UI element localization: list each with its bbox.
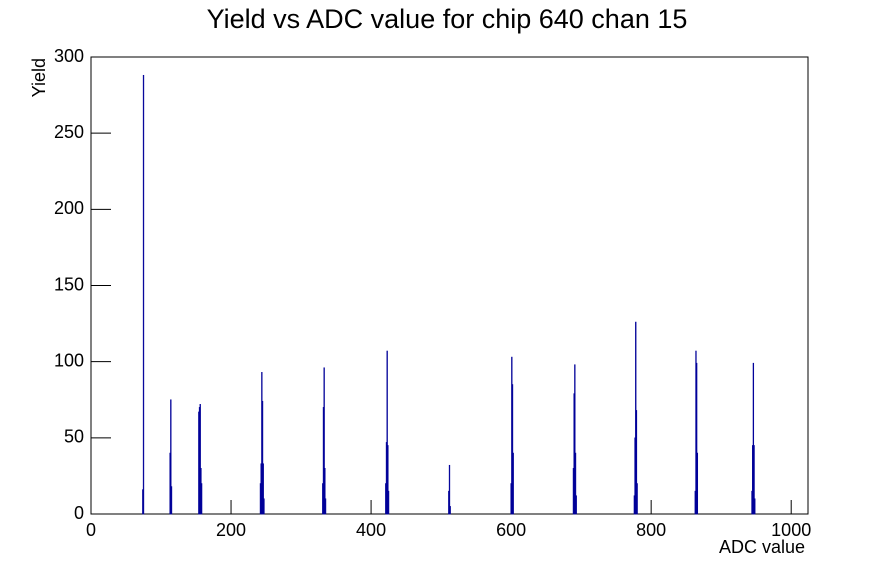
bar [696, 452, 699, 515]
x-tick-label: 600 [496, 520, 526, 540]
bar [449, 506, 451, 515]
y-tick-label: 150 [54, 274, 84, 294]
bar [635, 410, 638, 515]
bar [199, 404, 201, 515]
x-tick-label: 1000 [771, 520, 811, 540]
bar [574, 452, 577, 515]
bar [324, 498, 327, 515]
bar [200, 483, 203, 515]
x-tick-label: 400 [356, 520, 386, 540]
bar [448, 464, 451, 515]
x-tick-label: 200 [216, 520, 246, 540]
bar [575, 495, 577, 515]
bar [386, 350, 388, 515]
bar [387, 445, 389, 515]
y-tick-label: 50 [64, 427, 84, 447]
x-tick-label: 800 [636, 520, 666, 540]
bar [323, 367, 325, 515]
bar [512, 452, 514, 515]
bar [511, 384, 514, 515]
bar [636, 483, 638, 515]
y-tick-label: 300 [54, 46, 84, 66]
bar [170, 486, 173, 515]
y-tick-label: 0 [74, 503, 84, 523]
bar [696, 362, 698, 515]
x-tick-label: 0 [86, 520, 96, 540]
bar [752, 362, 755, 515]
bar [324, 467, 326, 515]
chart-title: Yield vs ADC value for chip 640 chan 15 [207, 4, 688, 34]
bar [170, 399, 172, 515]
bar [142, 74, 145, 515]
bar [753, 445, 755, 515]
x-axis-label: ADC value [719, 537, 805, 557]
bar [387, 490, 390, 515]
y-tick-label: 200 [54, 198, 84, 218]
bar [261, 400, 264, 515]
bar [754, 498, 756, 515]
y-axis-label: Yield [29, 58, 49, 97]
bar [263, 498, 265, 515]
bar [574, 364, 576, 515]
y-tick-label: 250 [54, 122, 84, 142]
y-tick-label: 100 [54, 350, 84, 370]
bar [262, 463, 264, 515]
